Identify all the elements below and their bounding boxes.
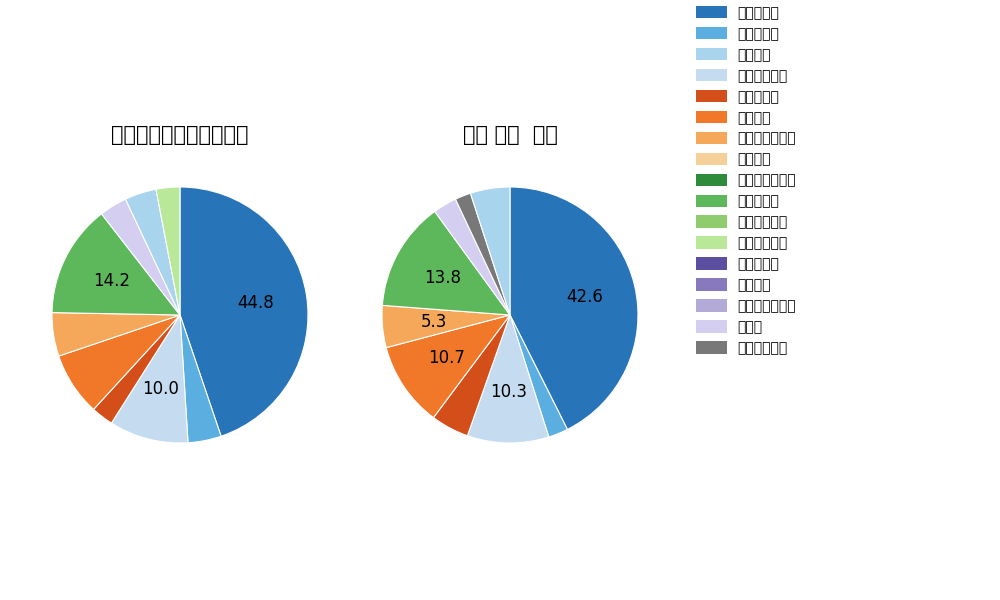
Wedge shape [52,313,180,356]
Text: 14.2: 14.2 [93,272,130,290]
Wedge shape [156,187,180,315]
Wedge shape [433,315,510,436]
Text: 5.3: 5.3 [420,313,447,331]
Wedge shape [180,187,308,436]
Text: 10.3: 10.3 [490,383,527,401]
Wedge shape [386,315,510,418]
Title: セ・リーグ全プレイヤー: セ・リーグ全プレイヤー [111,125,249,145]
Wedge shape [52,214,180,315]
Wedge shape [94,315,180,423]
Wedge shape [59,315,180,409]
Wedge shape [467,315,549,443]
Wedge shape [382,211,510,315]
Wedge shape [510,315,567,437]
Text: 13.8: 13.8 [424,269,461,287]
Wedge shape [126,189,180,315]
Wedge shape [382,305,510,347]
Wedge shape [180,315,221,443]
Text: 44.8: 44.8 [237,293,274,311]
Wedge shape [456,193,510,315]
Text: 10.7: 10.7 [428,349,465,367]
Wedge shape [470,187,510,315]
Wedge shape [102,199,180,315]
Wedge shape [111,315,188,443]
Legend: ストレート, ツーシーム, シュート, カットボール, スプリット, フォーク, チェンジアップ, シンカー, 高速スライダー, スライダー, 縦スライダー, : ストレート, ツーシーム, シュート, カットボール, スプリット, フォーク,… [696,6,796,355]
Title: 関根 大気  選手: 関根 大気 選手 [463,125,557,145]
Text: 42.6: 42.6 [566,289,603,307]
Wedge shape [435,199,510,315]
Text: 10.0: 10.0 [142,380,179,398]
Wedge shape [510,187,638,430]
